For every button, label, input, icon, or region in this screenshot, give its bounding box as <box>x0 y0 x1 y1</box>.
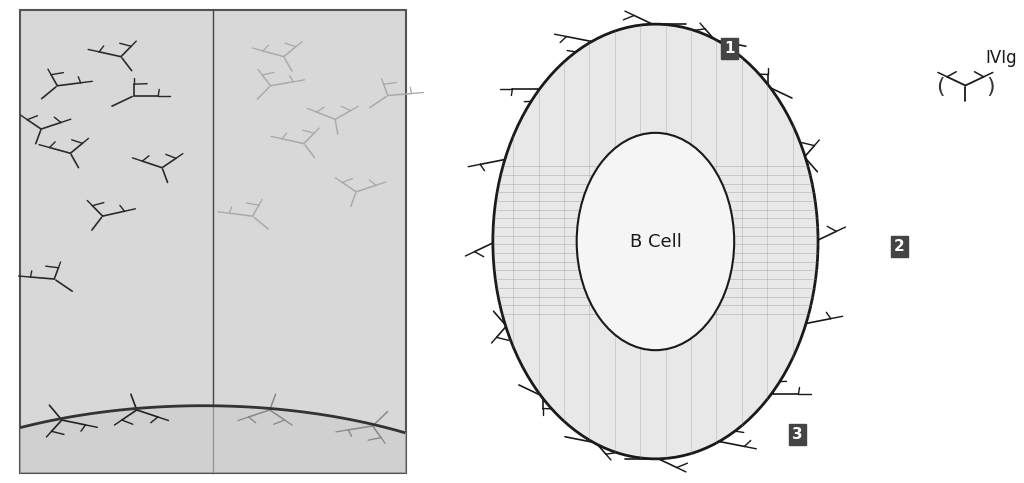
Ellipse shape <box>493 24 818 459</box>
Text: 1: 1 <box>724 41 735 56</box>
Text: B Cell: B Cell <box>630 232 681 251</box>
Text: (: ( <box>936 77 944 97</box>
FancyBboxPatch shape <box>20 10 407 473</box>
Text: ): ) <box>986 77 995 97</box>
Ellipse shape <box>577 133 734 350</box>
Text: 3: 3 <box>793 427 803 442</box>
Text: 2: 2 <box>894 239 904 254</box>
Polygon shape <box>0 406 585 483</box>
Text: IVIg: IVIg <box>986 49 1017 67</box>
